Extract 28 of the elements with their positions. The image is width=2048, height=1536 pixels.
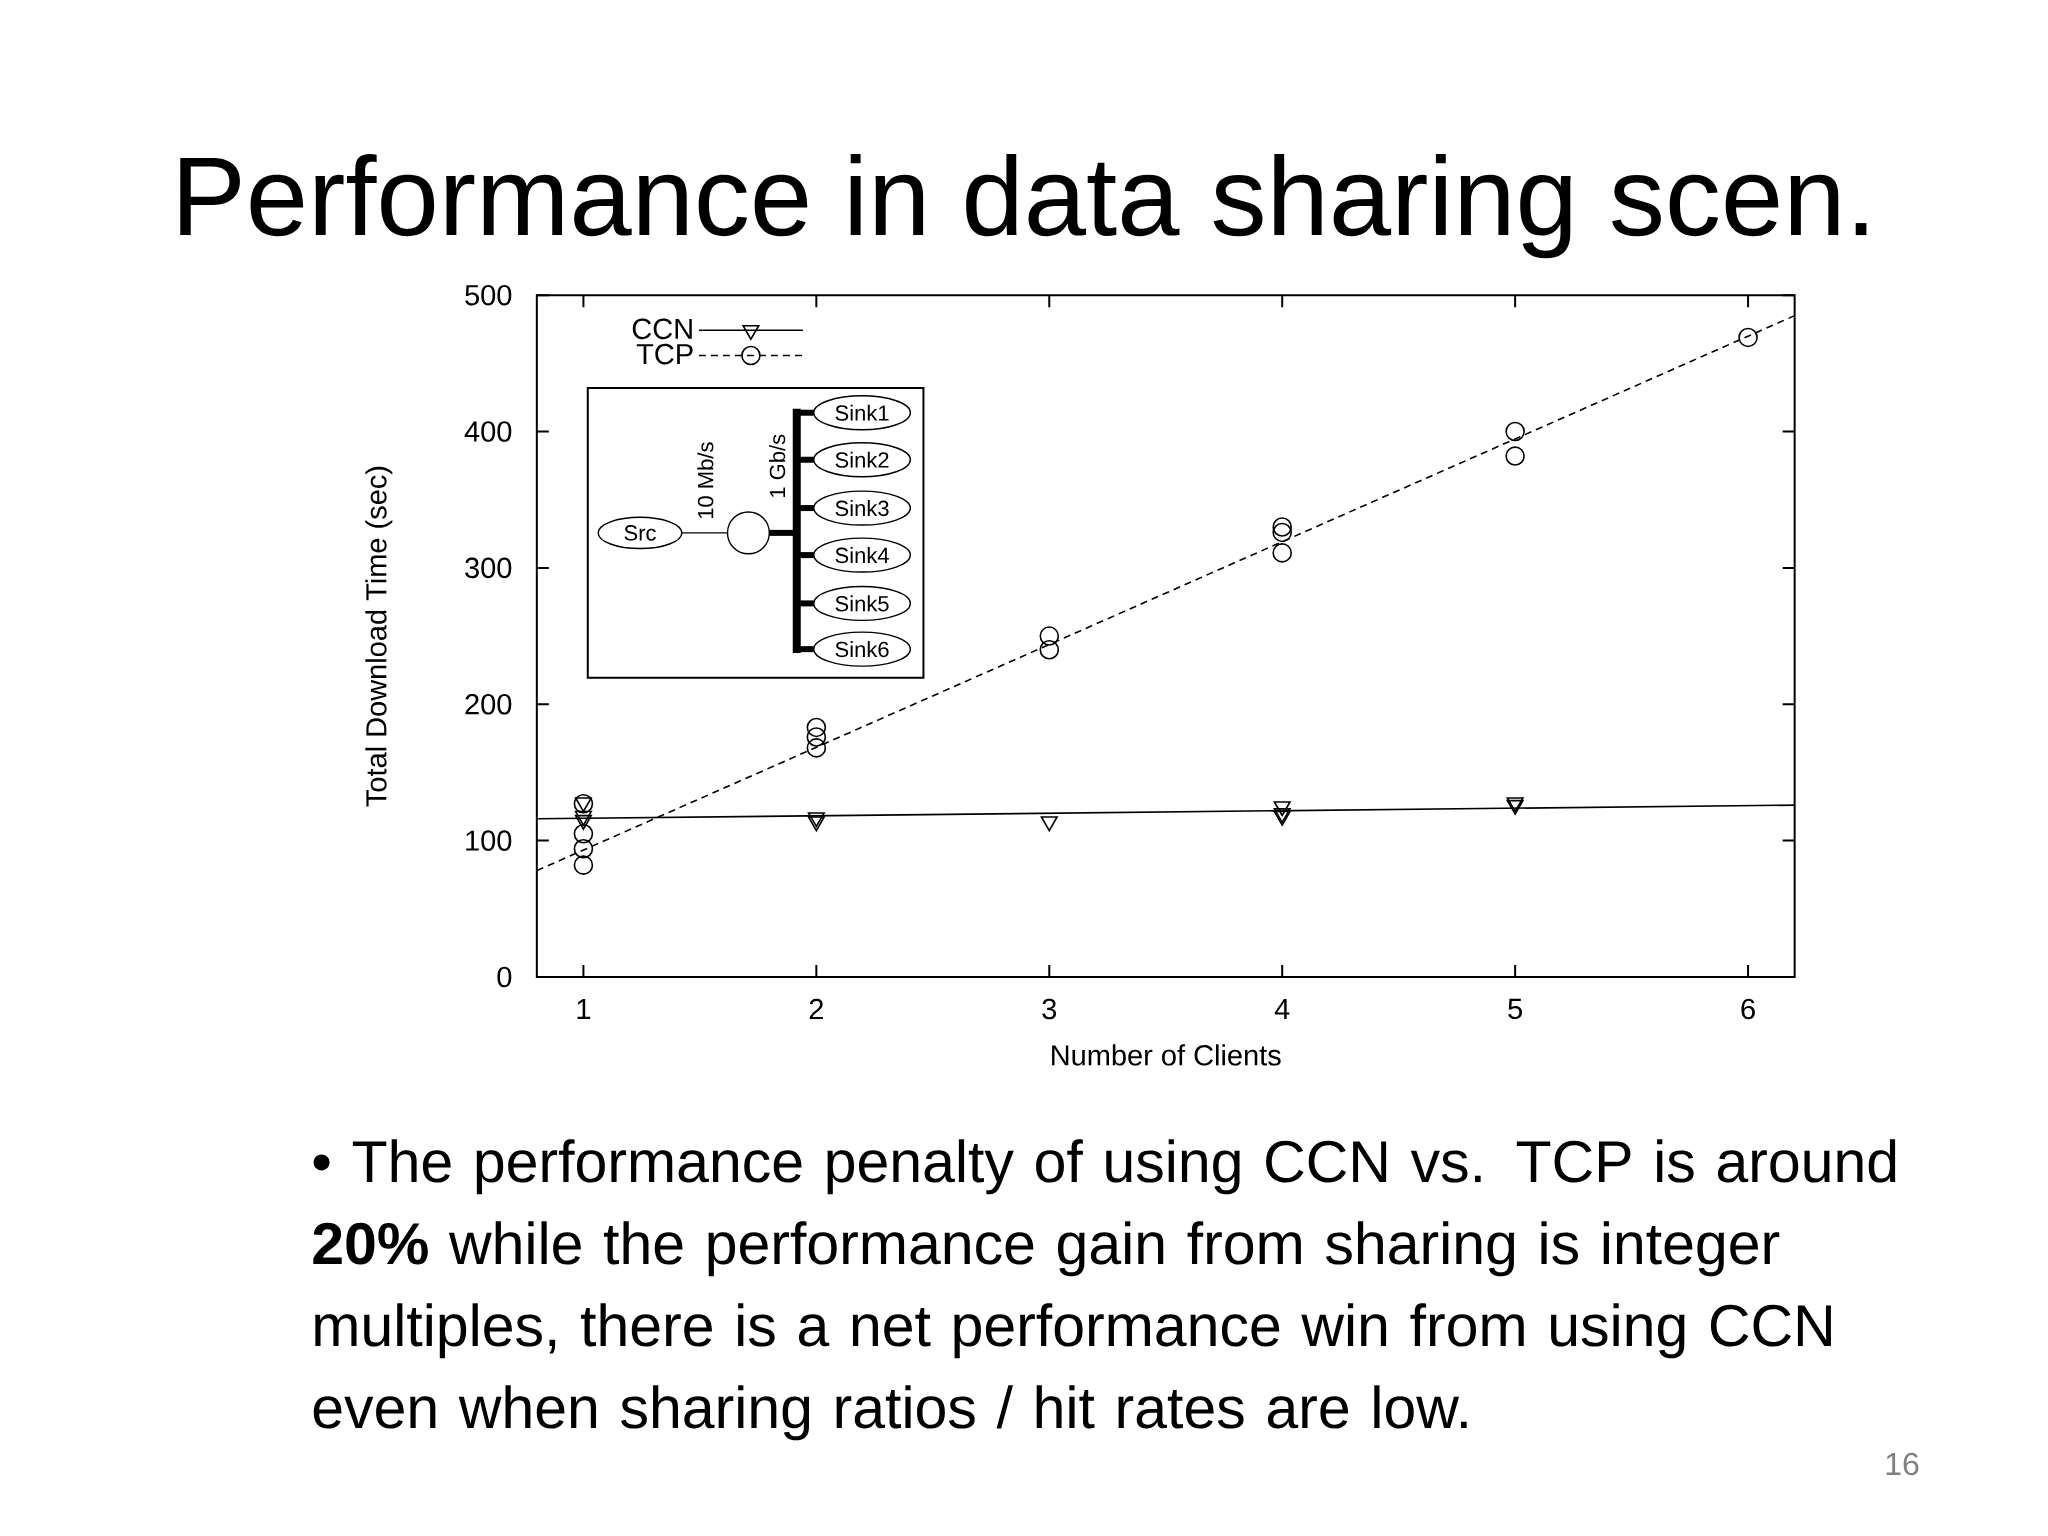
legend-label: CCN: [632, 318, 692, 340]
x-tick-label: 3: [1042, 998, 1057, 1020]
y-tick-label: 300: [465, 557, 512, 579]
x-axis-title: Number of Clients: [1052, 1044, 1281, 1066]
x-tick-label: 2: [809, 998, 823, 1020]
text: 16: [1886, 1452, 1919, 1476]
x-tick-label: 5: [1508, 998, 1522, 1020]
text: • The performance penalty of using CCN vs. TCP is around 20% while the performance gain from sharing is integer multiples, there is a net performance win from using CCN even when sharing ratios / hit rates are low.: [313, 1139, 1896, 1441]
annotation: Sink5: [835, 595, 889, 612]
legend-label: TCP: [636, 343, 693, 365]
annotation: Sink3: [835, 500, 889, 517]
annotation: Sink1: [835, 404, 889, 421]
y-axis-title: Total Download Time (sec): [365, 466, 393, 807]
annotation: 10 Mb/s: [697, 442, 714, 519]
annotation: Sink6: [835, 641, 889, 658]
x-tick-label: 6: [1741, 998, 1755, 1020]
x-tick-label: 1: [577, 999, 591, 1019]
annotation: Sink2: [835, 451, 889, 468]
y-tick-label: 500: [465, 284, 512, 306]
y-tick-label: 100: [466, 830, 512, 851]
y-tick-label: 400: [464, 421, 512, 442]
y-tick-label: 0: [497, 966, 512, 988]
chart-title: Performance in data sharing scen.: [180, 153, 1867, 259]
annotation: Src: [624, 525, 656, 541]
annotation: 1 Gb/s: [769, 434, 786, 498]
y-tick-label: 200: [465, 693, 512, 715]
x-tick-label: 4: [1274, 999, 1290, 1019]
annotation: Sink4: [835, 547, 889, 564]
